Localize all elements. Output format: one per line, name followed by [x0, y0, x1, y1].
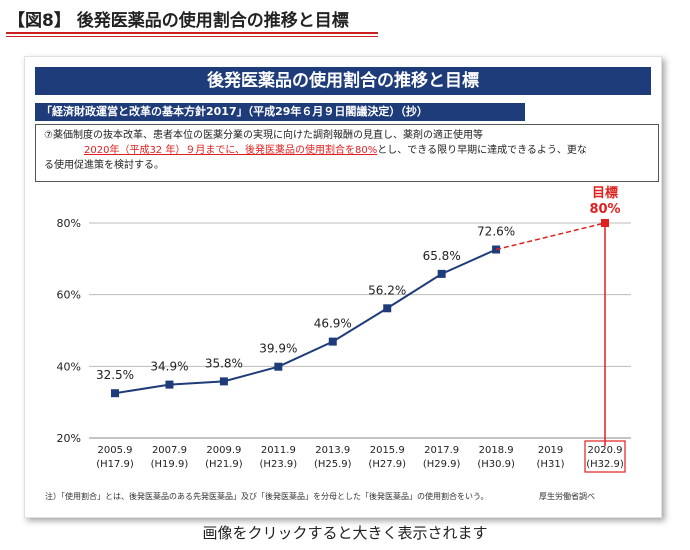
- x-tick-label: 2011.9: [261, 445, 296, 456]
- x-tick-sublabel: (H19.9): [151, 459, 189, 470]
- data-label: 72.6%: [477, 225, 515, 239]
- data-label: 65.8%: [423, 249, 461, 263]
- x-tick-label: 2009.9: [206, 445, 241, 456]
- policy-text-line-3: る使用促進策を検討する。: [44, 160, 164, 171]
- x-tick-label: 2019: [538, 445, 563, 456]
- data-label: 39.9%: [259, 342, 297, 356]
- enlarge-caption[interactable]: 画像をクリックすると大きく表示されます: [202, 524, 488, 542]
- heading-rule: [6, 32, 378, 34]
- data-point: [437, 269, 446, 278]
- x-tick-sublabel: (H29.9): [423, 459, 461, 470]
- heading-rule-thin: [6, 36, 378, 37]
- data-point: [328, 337, 337, 346]
- y-tick-label: 40%: [57, 360, 81, 373]
- x-tick-sublabel: (H21.9): [205, 459, 243, 470]
- x-tick-label: 2007.9: [152, 445, 187, 456]
- x-tick-label: 2005.9: [98, 445, 133, 456]
- policy-text-line-1: ⑦薬価制度の抜本改革、患者本位の医薬分業の実現に向けた調剤報酬の見直し、薬剤の適…: [44, 130, 483, 141]
- x-tick-label: 2020.9: [588, 445, 623, 456]
- target-point: [601, 219, 609, 227]
- policy-text-tail: とし、できる限り早期に達成できるよう、更な: [377, 145, 587, 156]
- target-label: 目標: [592, 185, 618, 201]
- series-line: [114, 248, 497, 395]
- chart-panel[interactable]: 後発医薬品の使用割合の推移と目標 「経済財政運営と改革の基本方針2017」（平成…: [24, 56, 662, 518]
- y-tick-label: 20%: [57, 432, 81, 445]
- x-tick-sublabel: (H27.9): [368, 459, 406, 470]
- data-point: [165, 380, 174, 389]
- data-label: 32.5%: [96, 368, 134, 382]
- x-tick-label: 2013.9: [315, 445, 350, 456]
- data-point: [383, 304, 392, 313]
- x-tick-sublabel: (H23.9): [260, 459, 298, 470]
- data-point: [111, 389, 119, 398]
- policy-highlight: 2020年（平成32 年）９月までに、後発医薬品の使用割合を80%: [84, 145, 378, 156]
- x-tick-sublabel: (H17.9): [96, 459, 134, 470]
- y-tick-label: 80%: [57, 217, 81, 230]
- policy-text-box: ⑦薬価制度の抜本改革、患者本位の医薬分業の実現に向けた調剤報酬の見直し、薬剤の適…: [35, 124, 659, 182]
- data-label: 35.8%: [205, 356, 243, 370]
- y-tick-label: 60%: [57, 289, 81, 302]
- page-heading: 【図8】 後発医薬品の使用割合の推移と目標: [8, 11, 349, 31]
- footnote: 注）「使用割合」とは、後発医薬品のある先発医薬品」及び「後発医薬品」を分母とした…: [45, 492, 489, 501]
- target-projection-line: [495, 222, 606, 251]
- x-tick-label: 2015.9: [370, 445, 405, 456]
- panel-title: 後発医薬品の使用割合の推移と目標: [35, 67, 651, 95]
- data-point: [274, 362, 283, 371]
- x-tick-sublabel: (H31): [537, 459, 565, 470]
- line-chart: 20% 40% 60% 80% 2005.9 (H17.9) 2007.9 (H19.9) 20…: [57, 185, 631, 473]
- target-value-label: 80%: [589, 202, 620, 217]
- policy-text-line-2: 2020年（平成32 年）９月までに、後発医薬品の使用割合を80%とし、できる限…: [44, 143, 650, 158]
- x-tick-sublabel: (H25.9): [314, 459, 352, 470]
- x-tick-sublabel: (H30.9): [477, 459, 515, 470]
- data-point: [219, 377, 228, 386]
- x-tick-label: 2017.9: [424, 445, 459, 456]
- data-label: 56.2%: [368, 283, 406, 297]
- policy-title: 「経済財政運営と改革の基本方針2017」（平成29年６月９日閣議決定）（抄）: [35, 103, 525, 121]
- x-tick-sublabel: (H32.9): [586, 459, 624, 470]
- x-tick-label: 2018.9: [479, 445, 514, 456]
- data-label: 34.9%: [150, 360, 188, 374]
- source-note: 厚生労働省調べ: [539, 492, 595, 501]
- data-label: 46.9%: [314, 317, 352, 331]
